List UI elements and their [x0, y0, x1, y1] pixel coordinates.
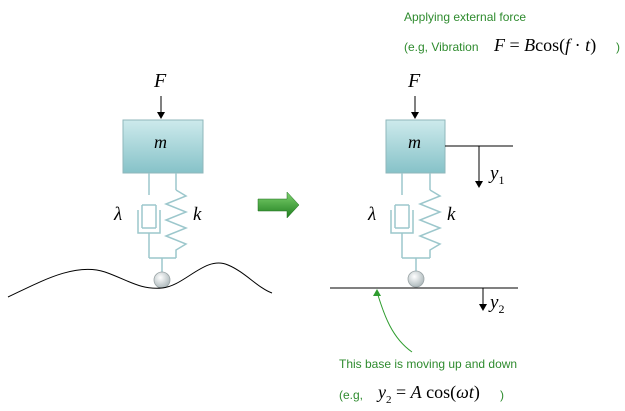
left-damper-label: λ	[114, 204, 123, 225]
right-spring	[417, 189, 443, 258]
external-force-equation: F = Bcos(f · t)	[494, 35, 597, 55]
external-force-example-suffix: )	[616, 40, 620, 54]
left-mass-label: m	[154, 132, 167, 152]
left-system	[7, 96, 273, 298]
moving-base-example-suffix: )	[500, 388, 504, 402]
moving-base-title: This base is moving up and down	[339, 357, 518, 371]
left-wavy-ground	[7, 262, 273, 298]
right-system	[330, 96, 518, 353]
right-mass-label: m	[408, 132, 421, 152]
right-wheel	[407, 270, 425, 288]
base-pointer-curve	[376, 291, 413, 353]
left-wheel	[153, 271, 171, 289]
y1-label: y1	[490, 163, 505, 187]
right-spring-label: k	[447, 204, 456, 225]
external-force-example-prefix: (e.g, Vibration	[404, 40, 479, 54]
right-force-arrowhead	[411, 112, 419, 119]
moving-base-equation: y2 = A cos(ωt)	[378, 382, 480, 406]
left-spring-label: k	[193, 204, 202, 225]
right-force-label: F	[408, 70, 421, 92]
right-mass-block	[385, 119, 446, 174]
left-damper	[137, 204, 161, 258]
left-force-arrowhead	[157, 112, 165, 119]
right-damper	[390, 204, 414, 258]
left-spring	[163, 189, 189, 258]
moving-base-example-prefix: (e.g,	[339, 388, 364, 402]
external-force-title: Applying external force	[404, 10, 527, 24]
left-mass-block	[122, 119, 204, 174]
y2-label: y2	[490, 292, 505, 316]
arrow-right-icon	[257, 191, 300, 219]
left-force-label: F	[154, 70, 167, 92]
right-damper-label: λ	[368, 204, 377, 225]
